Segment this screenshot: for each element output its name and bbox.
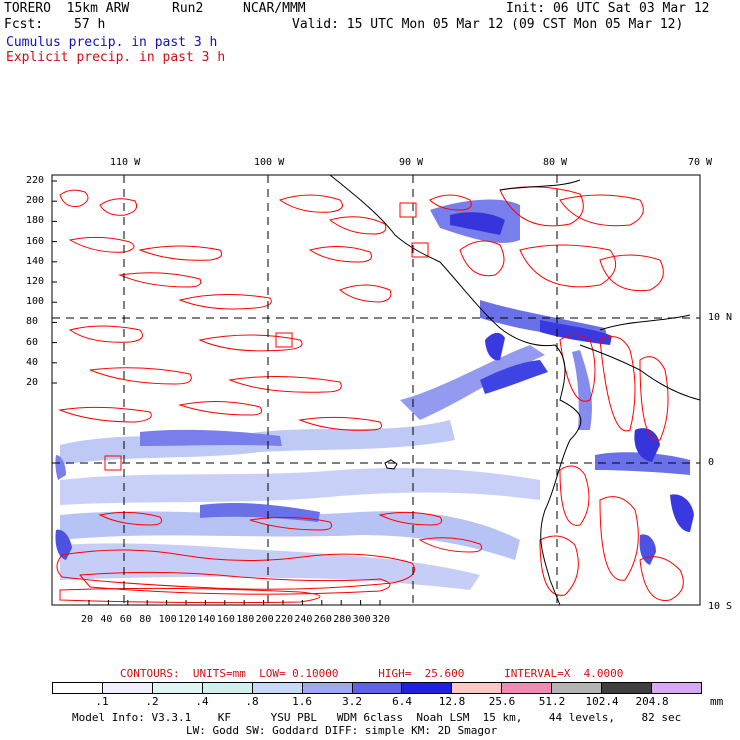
x-tick-label: 300 <box>352 614 371 625</box>
lat-lon-grid <box>52 175 700 605</box>
y-tick-label: 200 <box>26 195 45 207</box>
y-tick-label: 120 <box>26 276 45 287</box>
x-tick-label: 200 <box>255 614 274 625</box>
explicit-contours <box>56 186 684 604</box>
map-frame <box>51 174 701 606</box>
colorbar-label: 1.6 <box>292 695 312 708</box>
colorbar-swatch <box>152 683 203 693</box>
x-tick-label: 40 <box>100 614 113 625</box>
colorbar-label: 25.6 <box>488 695 516 708</box>
colorbar-label: .1 <box>95 695 109 708</box>
colorbar-swatch <box>552 683 603 693</box>
coastline <box>329 174 701 606</box>
x-tick-label: 140 <box>197 614 216 625</box>
x-tick-label: 120 <box>178 614 197 625</box>
lat-label-0: 0 <box>708 457 715 468</box>
y-tick-label: 180 <box>26 215 45 227</box>
y-tick-label: 60 <box>26 336 39 348</box>
colorbar-swatch <box>602 683 653 693</box>
run-name: Run2 <box>172 1 204 16</box>
colorbar-swatch <box>352 683 403 693</box>
y-tick-label: 160 <box>26 235 45 247</box>
colorbar-swatch <box>202 683 253 693</box>
colorbar-label: 51.2 <box>538 695 566 708</box>
center-name: NCAR/MMM <box>243 1 306 16</box>
forecast-hour: 57 h <box>74 17 106 32</box>
colorbar-swatch <box>452 683 503 693</box>
colorbar-label: .4 <box>195 695 209 708</box>
x-tick-label: 80 <box>139 614 152 625</box>
x-tick-label: 60 <box>119 614 132 625</box>
x-tick-label: 100 <box>158 614 177 625</box>
colorbar-label: .2 <box>145 695 159 708</box>
colorbar-label: 204.8 <box>635 695 669 708</box>
colorbar-label: 3.2 <box>342 695 362 708</box>
cumulus-shading <box>55 199 694 590</box>
lon-label-70w: 70 W <box>688 157 713 168</box>
contour-info: CONTOURS: UNITS=mm LOW= 0.10000 HIGH= 25… <box>120 667 624 680</box>
x-tick-label: 260 <box>313 614 332 625</box>
physics-info: LW: Godd SW: Goddard DIFF: simple KM: 2D… <box>186 724 498 737</box>
lon-label-110w: 110 W <box>110 157 141 168</box>
cumulus-field-label: Cumulus precip. in past 3 h <box>6 35 218 50</box>
valid-time: Valid: 15 UTC Mon 05 Mar 12 (09 CST Mon … <box>292 17 684 32</box>
y-tick-label: 40 <box>26 356 39 368</box>
y-tick-label: 80 <box>26 316 39 328</box>
y-tick-label: 20 <box>26 377 39 388</box>
color-scale-bar <box>52 682 702 694</box>
x-tick-label: 240 <box>294 614 313 625</box>
colorbar-swatch <box>302 683 353 693</box>
colorbar-label: 102.4 <box>585 695 619 708</box>
colorbar-swatch <box>102 683 153 693</box>
colorbar-label: 12.8 <box>438 695 466 708</box>
station-markers <box>104 202 429 471</box>
forecast-label: Fcst: <box>4 17 44 32</box>
colorbar-label: 6.4 <box>392 695 412 708</box>
y-tick-label: 140 <box>26 255 45 267</box>
y-tick-label: 100 <box>26 296 45 308</box>
colorbar-swatch <box>252 683 303 693</box>
colorbar-label: .8 <box>245 695 259 708</box>
explicit-field-label: Explicit precip. in past 3 h <box>6 50 226 65</box>
model-name: TORERO 15km ARW <box>4 1 130 16</box>
colorbar-swatch <box>53 683 103 693</box>
init-time: Init: 06 UTC Sat 03 Mar 12 <box>506 1 710 16</box>
colorbar-swatch <box>402 683 453 693</box>
lon-label-80w: 80 W <box>543 157 568 168</box>
lon-label-100w: 100 W <box>254 157 285 168</box>
lat-label-10s: 10 S <box>708 601 733 612</box>
x-tick-label: 20 <box>81 614 94 625</box>
lon-label-90w: 90 W <box>399 157 424 168</box>
colorbar-swatch <box>652 683 701 693</box>
x-tick-label: 320 <box>372 614 391 625</box>
lat-label-10n: 10 N <box>708 312 733 323</box>
x-tick-label: 280 <box>333 614 352 625</box>
colorbar-swatch <box>502 683 553 693</box>
y-tick-label: 220 <box>26 175 45 186</box>
x-tick-label: 160 <box>216 614 235 625</box>
model-info: Model Info: V3.3.1 KF YSU PBL WDM 6class… <box>72 711 682 724</box>
x-tick-label: 180 <box>236 614 255 625</box>
colorbar-unit: mm <box>710 695 724 708</box>
x-tick-label: 220 <box>275 614 294 625</box>
